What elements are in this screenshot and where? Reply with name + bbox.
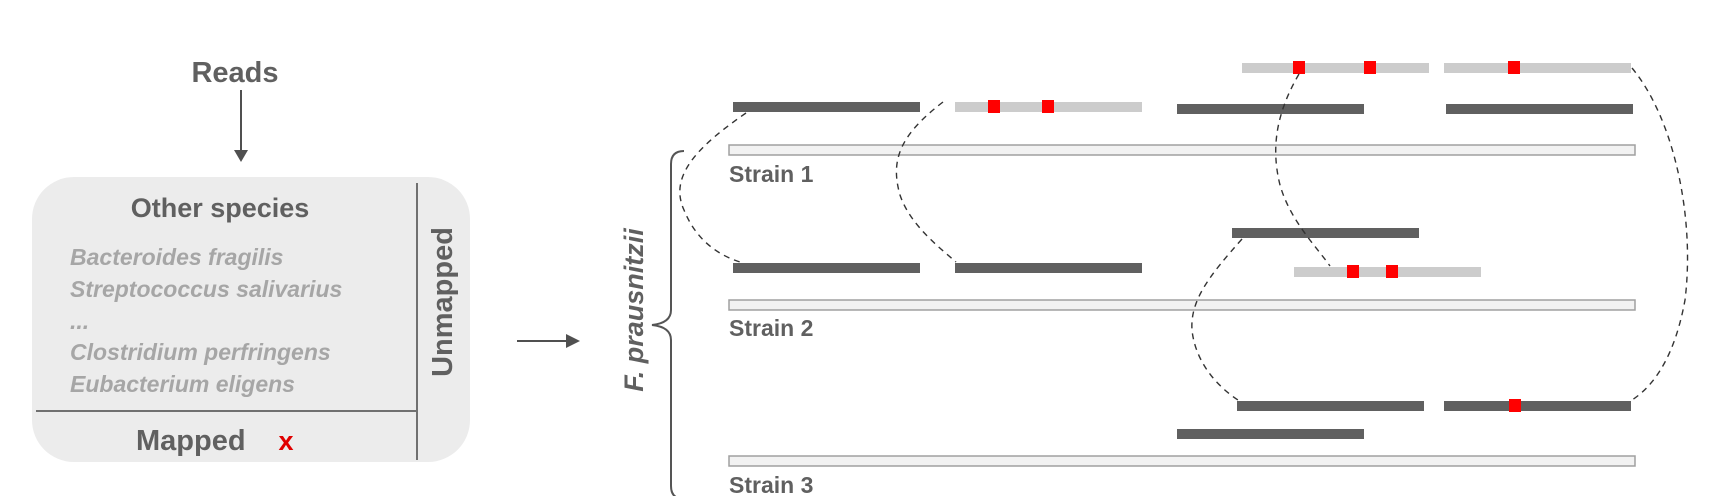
- read-link-dashed: [1631, 67, 1689, 401]
- read-mapped: [733, 102, 920, 112]
- genome-strain-2: [728, 299, 1636, 311]
- read-link-dashed: [1275, 73, 1331, 267]
- read-mismatch: [1508, 61, 1520, 74]
- species-ellipsis: ...: [70, 308, 89, 334]
- read-link-dashed: [679, 112, 747, 263]
- read-mapped: [1177, 104, 1364, 114]
- read-mismatch: [1386, 265, 1398, 278]
- species-name-2: Streptococcus salivarius: [70, 276, 342, 302]
- strain-1-label: Strain 1: [729, 161, 814, 187]
- species-box: [32, 177, 470, 462]
- read-link-dashed: [895, 101, 957, 263]
- read-mapped: [1237, 401, 1424, 411]
- box-title: Other species: [131, 193, 310, 223]
- strain-brace: [651, 150, 685, 496]
- strain-2-label: Strain 2: [729, 315, 813, 341]
- read-mismatch: [1042, 100, 1054, 113]
- read-mismatch: [1509, 399, 1521, 412]
- species-name-3: Clostridium perfringens: [70, 339, 331, 365]
- mapped-label: Mapped: [136, 425, 246, 457]
- mapped-x-mark: x: [278, 426, 293, 456]
- read-mismatch: [988, 100, 1000, 113]
- read-mapped: [1177, 429, 1364, 439]
- read-mapped: [1444, 401, 1631, 411]
- read-mapped: [955, 263, 1142, 273]
- read-mismatch: [1347, 265, 1359, 278]
- read-unmapped: [1242, 63, 1429, 73]
- species-label: F. prausnitzii: [619, 228, 649, 392]
- species-name-1: Bacteroides fragilis: [70, 244, 283, 270]
- read-mapped: [1446, 104, 1633, 114]
- reads-label: Reads: [191, 57, 278, 89]
- species-name-4: Eubacterium eligens: [70, 371, 295, 397]
- strain-3-label: Strain 3: [729, 472, 813, 496]
- read-mismatch: [1293, 61, 1305, 74]
- reads-arrow-head: [234, 150, 248, 162]
- read-link-dashed: [1191, 238, 1243, 401]
- flow-arrow-head: [566, 334, 580, 348]
- genome-strain-1: [728, 144, 1636, 156]
- read-mapped: [1232, 228, 1419, 238]
- read-mapped: [733, 263, 920, 273]
- unmapped-label: Unmapped: [427, 227, 459, 377]
- genome-strain-3: [728, 455, 1636, 467]
- read-mismatch: [1364, 61, 1376, 74]
- read-unmapped: [1444, 63, 1631, 73]
